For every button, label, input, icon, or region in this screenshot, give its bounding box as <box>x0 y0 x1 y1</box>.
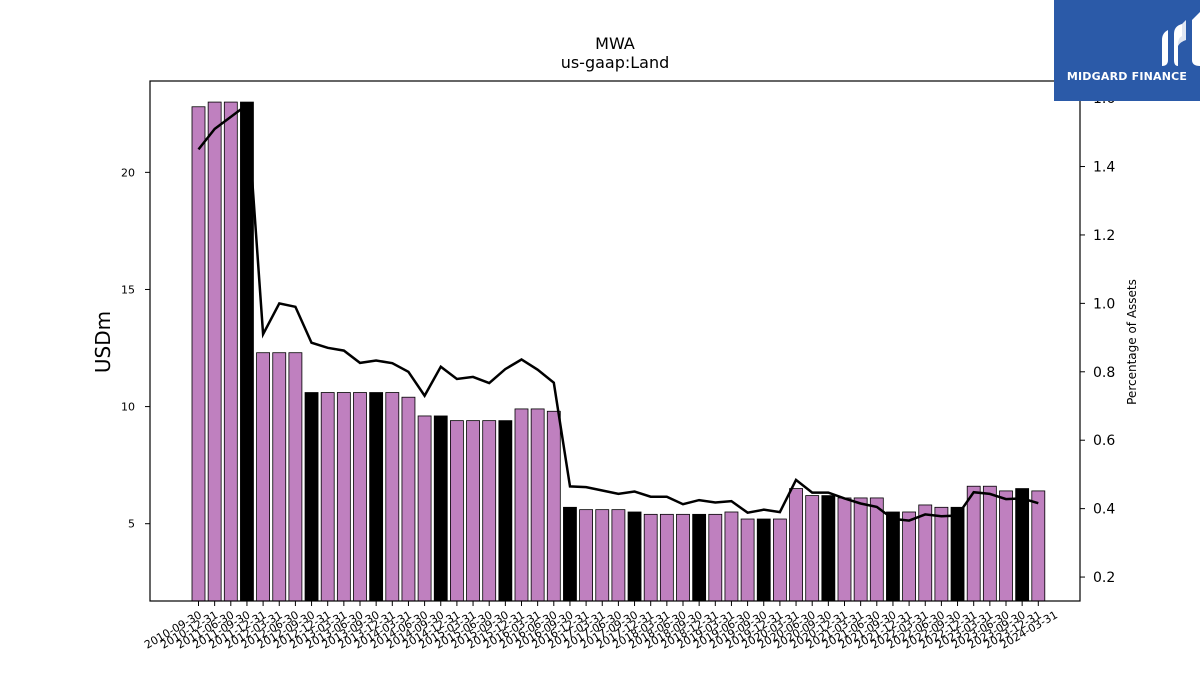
bar-14 <box>417 415 432 602</box>
bar-46 <box>934 506 949 602</box>
bar-28 <box>643 513 658 602</box>
bar-13 <box>401 396 416 602</box>
bar-51 <box>1015 488 1030 602</box>
brand-logo: MIDGARD FINANCE <box>1054 0 1200 101</box>
bar-12 <box>385 392 400 602</box>
y2-tick-label: 1.4 <box>1093 160 1115 176</box>
plot-frame <box>149 80 1081 602</box>
bar-39 <box>821 495 836 602</box>
y-tick-label: 10 <box>121 401 135 414</box>
bar-45 <box>918 504 933 602</box>
bar-37 <box>789 488 803 602</box>
bar-32 <box>708 513 723 602</box>
y2-tick-label: 1.2 <box>1093 228 1115 244</box>
bar-25 <box>595 509 610 602</box>
y2-tick-label: 1.0 <box>1093 296 1115 312</box>
bar-7 <box>304 392 319 602</box>
bar-30 <box>676 513 690 602</box>
y2-tick-label: 0.8 <box>1093 365 1115 381</box>
bar-33 <box>724 511 739 602</box>
brand-name: MIDGARD FINANCE <box>1066 70 1188 83</box>
percentage-line <box>197 102 1039 522</box>
y-tick-label: 20 <box>121 166 135 179</box>
bar-22 <box>546 410 561 602</box>
bar-0 <box>191 106 206 602</box>
bar-34 <box>740 518 755 602</box>
midgard-logo-icon <box>1162 12 1200 66</box>
y-tick-label: 15 <box>121 283 135 296</box>
y-axis-label: USDm <box>91 311 115 373</box>
bar-29 <box>659 513 674 602</box>
bar-20 <box>514 408 529 602</box>
chart-title: MWA <box>595 34 635 53</box>
bar-27 <box>627 511 642 602</box>
bar-48 <box>966 485 981 602</box>
bar-19 <box>498 420 513 602</box>
bar-17 <box>466 420 480 602</box>
bar-5 <box>272 352 287 602</box>
bar-49 <box>982 485 997 602</box>
y2-tick-label: 0.4 <box>1093 502 1115 518</box>
bar-35 <box>756 518 771 602</box>
bar-10 <box>353 392 367 602</box>
bar-40 <box>837 497 852 602</box>
bar-26 <box>611 509 626 602</box>
bar-16 <box>449 420 464 602</box>
bar-31 <box>692 513 707 602</box>
bars-group <box>191 101 1046 602</box>
bar-8 <box>320 392 335 602</box>
bar-36 <box>773 518 787 602</box>
bar-52 <box>1031 490 1046 602</box>
bar-47 <box>950 506 965 602</box>
bar-42 <box>869 497 884 602</box>
bar-18 <box>482 420 497 602</box>
y2-tick-label: 0.6 <box>1093 433 1115 449</box>
chart-subtitle: us-gaap:Land <box>561 53 670 72</box>
bar-44 <box>902 511 916 602</box>
bar-23 <box>563 506 577 602</box>
bar-4 <box>256 352 271 602</box>
line-group <box>197 102 1039 522</box>
bar-15 <box>433 415 448 602</box>
y-tick-label: 5 <box>128 518 135 531</box>
bar-41 <box>853 497 868 602</box>
bar-1 <box>207 101 222 602</box>
bar-2 <box>223 101 238 602</box>
bar-11 <box>369 392 384 602</box>
bar-6 <box>288 352 303 602</box>
bar-21 <box>530 408 545 602</box>
bar-9 <box>336 392 351 602</box>
bar-24 <box>579 509 593 602</box>
y2-axis-label: Percentage of Assets <box>1125 279 1139 405</box>
bar-38 <box>805 495 820 602</box>
bar-50 <box>999 490 1013 602</box>
y2-tick-label: 0.2 <box>1093 570 1115 586</box>
bar-43 <box>886 511 900 602</box>
